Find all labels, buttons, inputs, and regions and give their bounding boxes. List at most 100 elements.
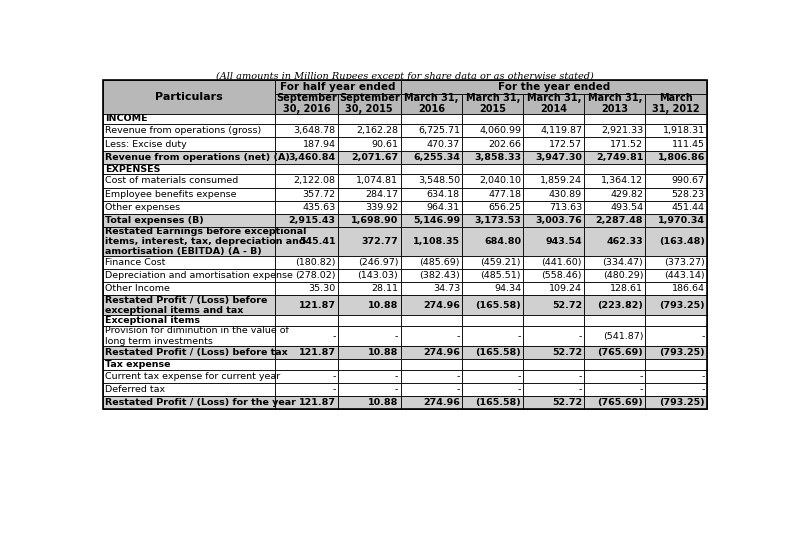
Bar xyxy=(401,227,462,256)
Text: 430.89: 430.89 xyxy=(549,190,582,198)
Bar xyxy=(401,383,462,396)
Text: -: - xyxy=(640,372,643,381)
Bar xyxy=(462,359,523,370)
Bar xyxy=(523,174,585,188)
Text: (165.58): (165.58) xyxy=(476,348,521,357)
Bar xyxy=(585,188,645,200)
Text: 35.30: 35.30 xyxy=(308,284,336,293)
Bar xyxy=(585,163,645,174)
Text: 2,040.10: 2,040.10 xyxy=(479,176,521,185)
Bar xyxy=(103,80,275,114)
Text: Deferred tax: Deferred tax xyxy=(105,385,165,394)
Text: (382.43): (382.43) xyxy=(419,271,460,280)
Text: 3,003.76: 3,003.76 xyxy=(536,216,582,225)
Text: 3,548.50: 3,548.50 xyxy=(418,176,460,185)
Text: 3,858.33: 3,858.33 xyxy=(474,153,521,162)
Bar xyxy=(645,383,707,396)
Bar xyxy=(338,282,401,295)
Bar xyxy=(275,383,338,396)
Text: -: - xyxy=(457,372,460,381)
Text: 128.61: 128.61 xyxy=(610,284,643,293)
Text: 1,108.35: 1,108.35 xyxy=(413,237,460,246)
Text: 656.25: 656.25 xyxy=(488,203,521,212)
Bar xyxy=(338,396,401,410)
Text: March 31,
2015: March 31, 2015 xyxy=(465,93,520,114)
Bar xyxy=(645,124,707,137)
Text: INCOME: INCOME xyxy=(105,115,148,123)
Bar xyxy=(338,137,401,151)
Bar xyxy=(523,396,585,410)
Text: 94.34: 94.34 xyxy=(494,284,521,293)
Bar xyxy=(103,214,275,227)
Text: Particulars: Particulars xyxy=(155,92,223,102)
Bar xyxy=(645,94,707,114)
Bar xyxy=(338,269,401,282)
Bar xyxy=(103,163,275,174)
Bar xyxy=(523,163,585,174)
Text: Exceptional items: Exceptional items xyxy=(105,316,200,325)
Bar xyxy=(585,114,645,124)
Bar xyxy=(645,256,707,269)
Bar xyxy=(338,124,401,137)
Text: 90.61: 90.61 xyxy=(371,139,398,148)
Bar xyxy=(275,227,338,256)
Bar xyxy=(338,163,401,174)
Bar xyxy=(103,188,275,200)
Bar xyxy=(103,114,275,124)
Text: 1,859.24: 1,859.24 xyxy=(540,176,582,185)
Text: -: - xyxy=(517,385,521,394)
Text: 186.64: 186.64 xyxy=(672,284,705,293)
Bar xyxy=(523,227,585,256)
Bar xyxy=(462,227,523,256)
Bar xyxy=(585,383,645,396)
Bar xyxy=(462,188,523,200)
Bar xyxy=(523,256,585,269)
Bar xyxy=(523,295,585,315)
Bar xyxy=(585,227,645,256)
Text: 1,698.90: 1,698.90 xyxy=(351,216,398,225)
Bar xyxy=(585,200,645,214)
Text: -: - xyxy=(457,332,460,341)
Text: Restated Profit / (Loss) before
exceptional items and tax: Restated Profit / (Loss) before exceptio… xyxy=(105,296,267,315)
Bar xyxy=(523,151,585,163)
Text: (793.25): (793.25) xyxy=(659,348,705,357)
Text: Employee benefits expense: Employee benefits expense xyxy=(105,190,236,198)
Text: 274.96: 274.96 xyxy=(423,398,460,407)
Bar xyxy=(585,295,645,315)
Bar xyxy=(338,359,401,370)
Bar xyxy=(462,214,523,227)
Text: (541.87): (541.87) xyxy=(603,332,643,341)
Text: (278.02): (278.02) xyxy=(295,271,336,280)
Bar xyxy=(275,370,338,383)
Text: 4,119.87: 4,119.87 xyxy=(540,126,582,136)
Bar xyxy=(401,359,462,370)
Text: 3,648.78: 3,648.78 xyxy=(293,126,336,136)
Bar xyxy=(523,326,585,346)
Text: 10.88: 10.88 xyxy=(368,301,398,310)
Bar xyxy=(103,396,275,410)
Bar xyxy=(523,137,585,151)
Bar xyxy=(103,326,275,346)
Text: 2,287.48: 2,287.48 xyxy=(596,216,643,225)
Bar xyxy=(275,94,338,114)
Bar xyxy=(523,282,585,295)
Bar xyxy=(338,295,401,315)
Bar xyxy=(275,124,338,137)
Bar xyxy=(401,269,462,282)
Bar xyxy=(523,188,585,200)
Text: -: - xyxy=(579,332,582,341)
Bar xyxy=(585,214,645,227)
Text: 121.87: 121.87 xyxy=(299,301,336,310)
Text: 6,255.34: 6,255.34 xyxy=(413,153,460,162)
Bar xyxy=(275,163,338,174)
Text: 3,947.30: 3,947.30 xyxy=(535,153,582,162)
Text: Revenue from operations (net) (A): Revenue from operations (net) (A) xyxy=(105,153,290,162)
Text: Tax expense: Tax expense xyxy=(105,360,171,369)
Bar xyxy=(585,269,645,282)
Text: Other expenses: Other expenses xyxy=(105,203,180,212)
Text: 2,749.81: 2,749.81 xyxy=(596,153,643,162)
Bar xyxy=(103,359,275,370)
Bar xyxy=(401,124,462,137)
Text: -: - xyxy=(332,372,336,381)
Bar xyxy=(462,124,523,137)
